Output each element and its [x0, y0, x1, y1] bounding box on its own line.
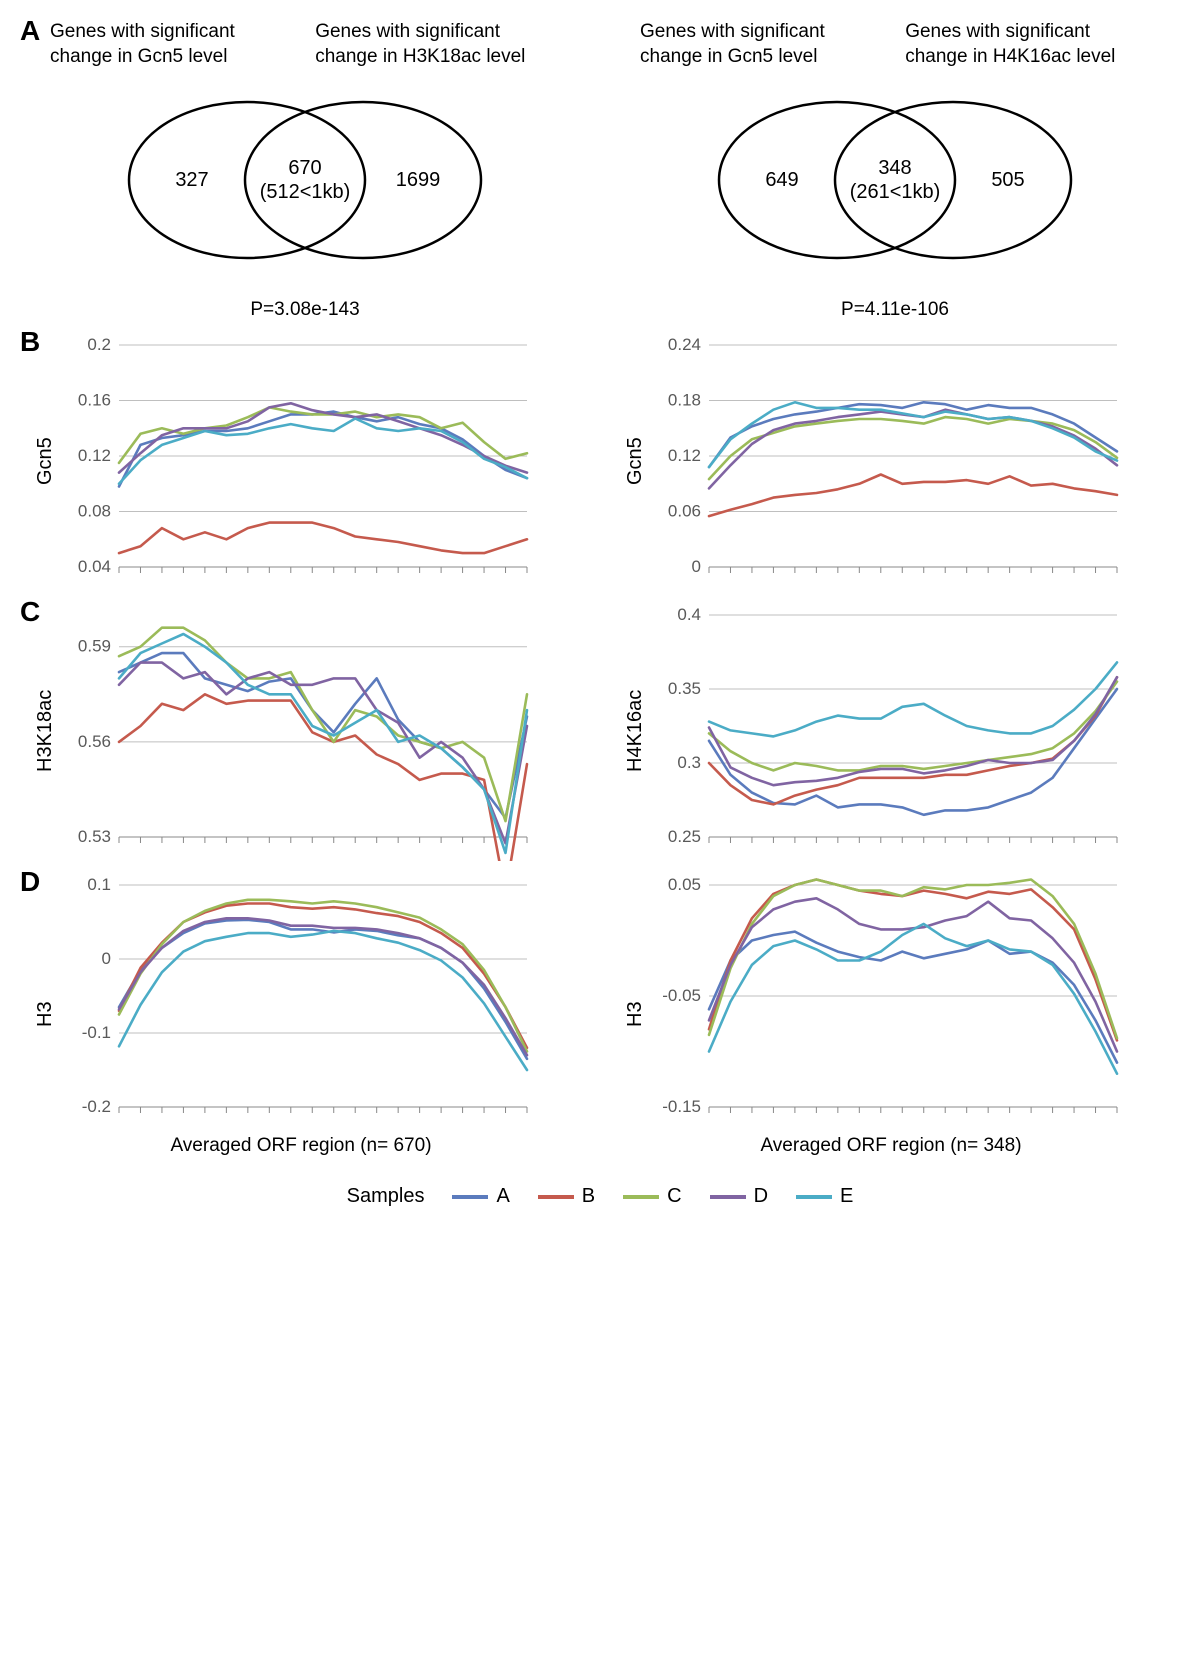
legend-item-E: E: [796, 1185, 853, 1208]
svg-text:0.18: 0.18: [668, 391, 701, 410]
svg-text:-0.05: -0.05: [662, 986, 701, 1005]
svg-text:0.4: 0.4: [677, 605, 701, 624]
svg-text:670: 670: [288, 157, 321, 179]
chart-C-left: 0.53 0.56 0.59: [61, 601, 541, 861]
svg-text:-0.15: -0.15: [662, 1097, 701, 1116]
svg-text:0.12: 0.12: [668, 446, 701, 465]
legend-swatch-D: [710, 1195, 746, 1199]
legend-item-B: B: [538, 1185, 595, 1208]
legend-title: Samples: [347, 1185, 425, 1208]
legend-label-A: A: [496, 1185, 509, 1208]
venn-left-pvalue: P=3.08e-143: [250, 299, 359, 321]
venn-left-header-right: Genes with significant change in H3K18ac…: [315, 20, 560, 69]
ylabel-B-left: Gcn5: [30, 331, 61, 591]
svg-text:0.1: 0.1: [87, 875, 111, 894]
svg-text:0.06: 0.06: [668, 502, 701, 521]
ylabel-D-right: H3: [620, 871, 651, 1157]
row-D: D H3 -0.2-0.100.1 Averaged ORF region (n…: [30, 871, 1170, 1157]
legend-label-D: D: [754, 1185, 768, 1208]
row-B: B Gcn5 0.040.080.120.160.2 Gcn5 00.060.1…: [30, 331, 1170, 591]
chart-C-right: 0.25 0.3 0.35 0.4: [651, 601, 1131, 861]
svg-text:-0.1: -0.1: [82, 1023, 111, 1042]
venn-left: Genes with significant change in Gcn5 le…: [30, 20, 580, 321]
xlabel-D-right: Averaged ORF region (n= 348): [651, 1135, 1131, 1157]
legend-swatch-E: [796, 1195, 832, 1199]
svg-text:1699: 1699: [396, 169, 441, 191]
chart-B-right: 0 0.06 0.12 0.18 0.24: [651, 331, 1131, 591]
legend-label-B: B: [582, 1185, 595, 1208]
panel-C-right: H4K16ac 0.25 0.3 0.35 0.4: [620, 601, 1170, 861]
panel-A-right: Genes with significant change in Gcn5 le…: [620, 20, 1170, 321]
svg-text:(512<1kb): (512<1kb): [260, 181, 351, 203]
xlabel-D-left: Averaged ORF region (n= 670): [61, 1135, 541, 1157]
ylabel-C-right: H4K16ac: [620, 601, 651, 861]
venn-right-header-left: Genes with significant change in Gcn5 le…: [640, 20, 885, 69]
row-C: C H3K18ac 0.530.560.59 H4K16ac 0.250.30.…: [30, 601, 1170, 861]
svg-text:0.25: 0.25: [668, 827, 701, 846]
svg-text:348: 348: [878, 157, 911, 179]
legend-item-A: A: [452, 1185, 509, 1208]
svg-text:505: 505: [991, 169, 1024, 191]
svg-text:327: 327: [175, 169, 208, 191]
chart-D-right: -0.15 -0.05 0.05: [651, 871, 1131, 1131]
svg-text:0.05: 0.05: [668, 875, 701, 894]
legend-swatch-A: [452, 1195, 488, 1199]
legend-label-C: C: [667, 1185, 681, 1208]
svg-text:0: 0: [692, 557, 701, 576]
svg-text:0.56: 0.56: [78, 732, 111, 751]
svg-text:0.08: 0.08: [78, 502, 111, 521]
svg-text:0.2: 0.2: [87, 335, 111, 354]
venn-right-pvalue: P=4.11e-106: [841, 299, 949, 321]
svg-text:0.16: 0.16: [78, 391, 111, 410]
panel-A-left: A Genes with significant change in Gcn5 …: [30, 20, 580, 321]
svg-text:0.12: 0.12: [78, 446, 111, 465]
panel-D-right: H3 -0.15 -0.05 0.05 Averaged ORF region (n…: [620, 871, 1170, 1157]
svg-text:0.35: 0.35: [668, 679, 701, 698]
legend-swatch-B: [538, 1195, 574, 1199]
venn-right-svg: 649 505 348(261<1kb): [655, 75, 1135, 285]
venn-right: Genes with significant change in Gcn5 le…: [620, 20, 1170, 321]
panel-D-left: D H3 -0.2-0.100.1 Averaged ORF region (n…: [30, 871, 580, 1157]
svg-text:0.04: 0.04: [78, 557, 111, 576]
ylabel-D-left: H3: [30, 871, 61, 1157]
venn-left-svg: 327 1699 670(512<1kb): [65, 75, 545, 285]
chart-B-left: 0.04 0.08 0.12 0.16 0.2: [61, 331, 541, 591]
svg-text:0: 0: [102, 949, 111, 968]
legend-swatch-C: [623, 1195, 659, 1199]
legend-item-C: C: [623, 1185, 681, 1208]
venn-right-header-right: Genes with significant change in H4K16ac…: [905, 20, 1150, 69]
svg-text:0.53: 0.53: [78, 827, 111, 846]
svg-text:-0.2: -0.2: [82, 1097, 111, 1116]
chart-D-left: -0.2 -0.1 0 0.1: [61, 871, 541, 1131]
row-A: A Genes with significant change in Gcn5 …: [30, 20, 1170, 321]
panel-label-A: A: [20, 15, 40, 47]
svg-text:(261<1kb): (261<1kb): [850, 181, 941, 203]
figure: A Genes with significant change in Gcn5 …: [30, 20, 1170, 1208]
svg-text:0.3: 0.3: [677, 753, 701, 772]
panel-B-left: B Gcn5 0.040.080.120.160.2: [30, 331, 580, 591]
ylabel-C-left: H3K18ac: [30, 601, 61, 861]
svg-text:0.24: 0.24: [668, 335, 701, 354]
panel-B-right: Gcn5 0 0.06 0.12 0.18 0.24: [620, 331, 1170, 591]
panel-C-left: C H3K18ac 0.530.560.59: [30, 601, 580, 861]
legend: Samples A B C D E: [30, 1185, 1170, 1208]
svg-text:649: 649: [765, 169, 798, 191]
ylabel-B-right: Gcn5: [620, 331, 651, 591]
svg-text:0.59: 0.59: [78, 637, 111, 656]
legend-label-E: E: [840, 1185, 853, 1208]
venn-left-header-left: Genes with significant change in Gcn5 le…: [50, 20, 295, 69]
legend-item-D: D: [710, 1185, 768, 1208]
